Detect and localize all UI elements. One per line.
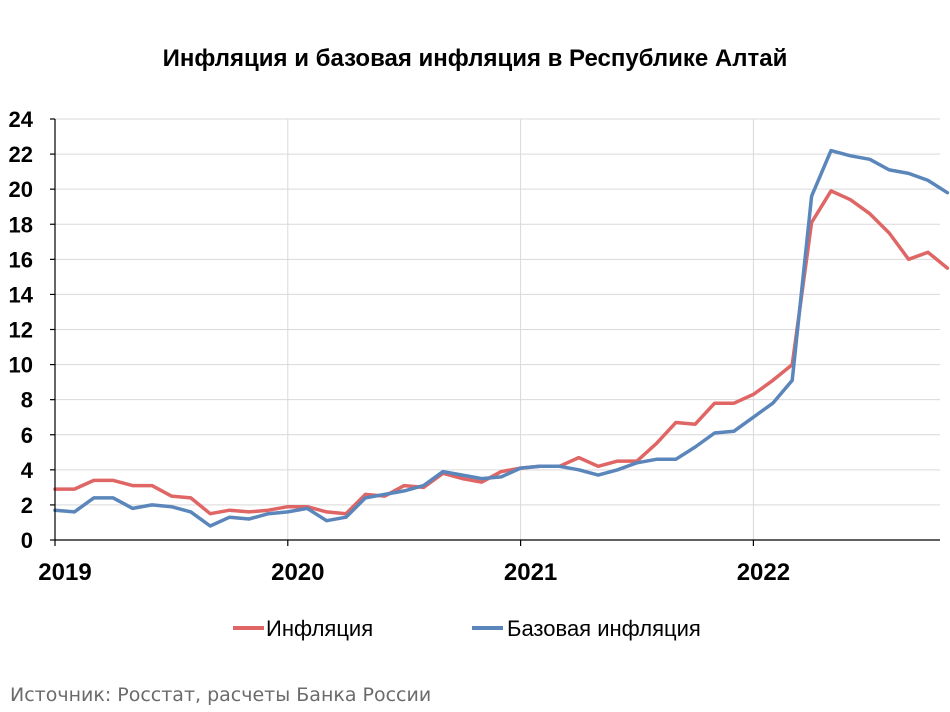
source-note: Источник: Росстат, расчеты Банка России <box>10 684 432 706</box>
legend-label-core-inflation: Базовая инфляция <box>507 616 701 641</box>
x-tick-label: 2022 <box>737 559 790 586</box>
y-tick-label: 14 <box>9 282 34 307</box>
chart-series <box>53 148 950 528</box>
y-tick-label: 10 <box>9 353 33 378</box>
x-tick-label: 2019 <box>38 559 91 586</box>
chart-axes <box>50 118 940 546</box>
y-tick-label: 2 <box>21 493 33 518</box>
x-axis-ticks: 2019 2020 2021 2022 <box>38 559 790 586</box>
y-tick-label: 22 <box>9 142 33 167</box>
series-line-inflation <box>53 189 950 516</box>
series-line-core-inflation <box>53 148 950 528</box>
y-tick-label: 8 <box>21 388 33 413</box>
y-tick-label: 18 <box>9 212 33 237</box>
x-tick-label: 2020 <box>271 559 324 586</box>
y-tick-label: 6 <box>21 423 33 448</box>
chart-legend: Инфляция Базовая инфляция <box>233 616 701 641</box>
chart-title: Инфляция и базовая инфляция в Республике… <box>163 45 788 72</box>
y-tick-label: 0 <box>21 528 33 553</box>
y-tick-label: 4 <box>21 458 34 483</box>
x-tick-label: 2021 <box>504 559 557 586</box>
legend-label-inflation: Инфляция <box>266 616 373 641</box>
y-tick-label: 24 <box>9 107 34 132</box>
y-tick-label: 16 <box>9 247 33 272</box>
y-tick-label: 12 <box>9 318 33 343</box>
y-tick-label: 20 <box>9 177 33 202</box>
